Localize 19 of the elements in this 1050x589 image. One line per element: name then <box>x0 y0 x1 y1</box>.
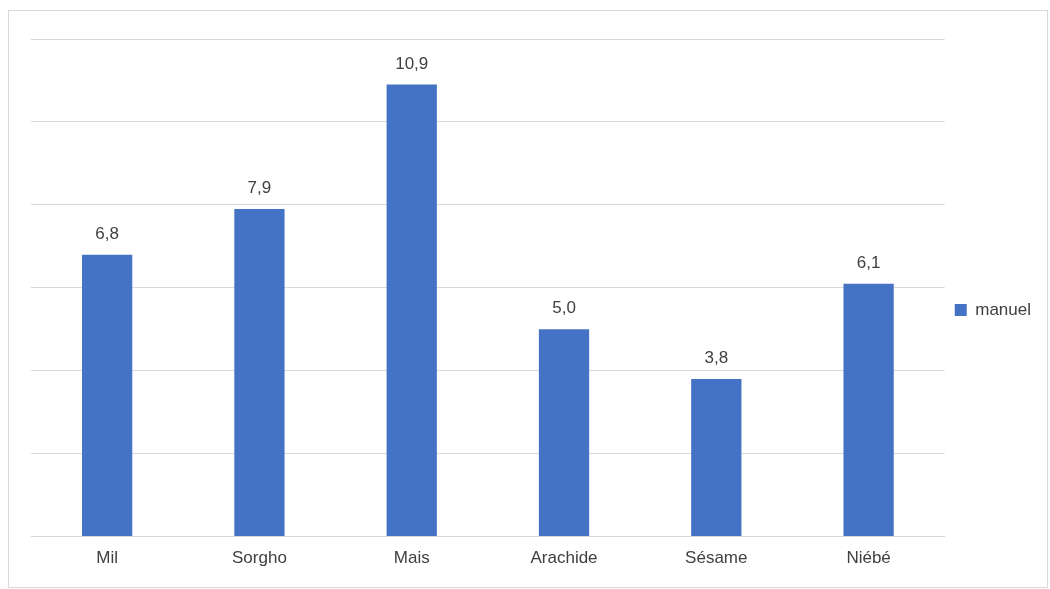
bar <box>691 379 742 537</box>
bar <box>82 254 133 537</box>
bar <box>234 209 285 537</box>
x-tick-label: Arachide <box>530 548 598 568</box>
bar <box>386 84 437 537</box>
data-label: 7,9 <box>247 178 272 198</box>
data-label: 10,9 <box>395 53 429 73</box>
x-tick-label: Sésame <box>685 548 748 568</box>
legend-label: manuel <box>975 299 1032 319</box>
data-label: 5,0 <box>552 298 576 318</box>
data-label: 6,8 <box>95 223 119 243</box>
bar <box>843 283 894 537</box>
data-label: 6,1 <box>856 252 881 272</box>
x-tick-label: Mais <box>393 548 430 568</box>
x-tick-label: Niébé <box>846 548 891 568</box>
x-tick-label: Mil <box>96 548 118 568</box>
bar <box>538 329 590 537</box>
data-label: 3,8 <box>704 348 729 368</box>
x-tick-label: Sorgho <box>232 548 287 568</box>
